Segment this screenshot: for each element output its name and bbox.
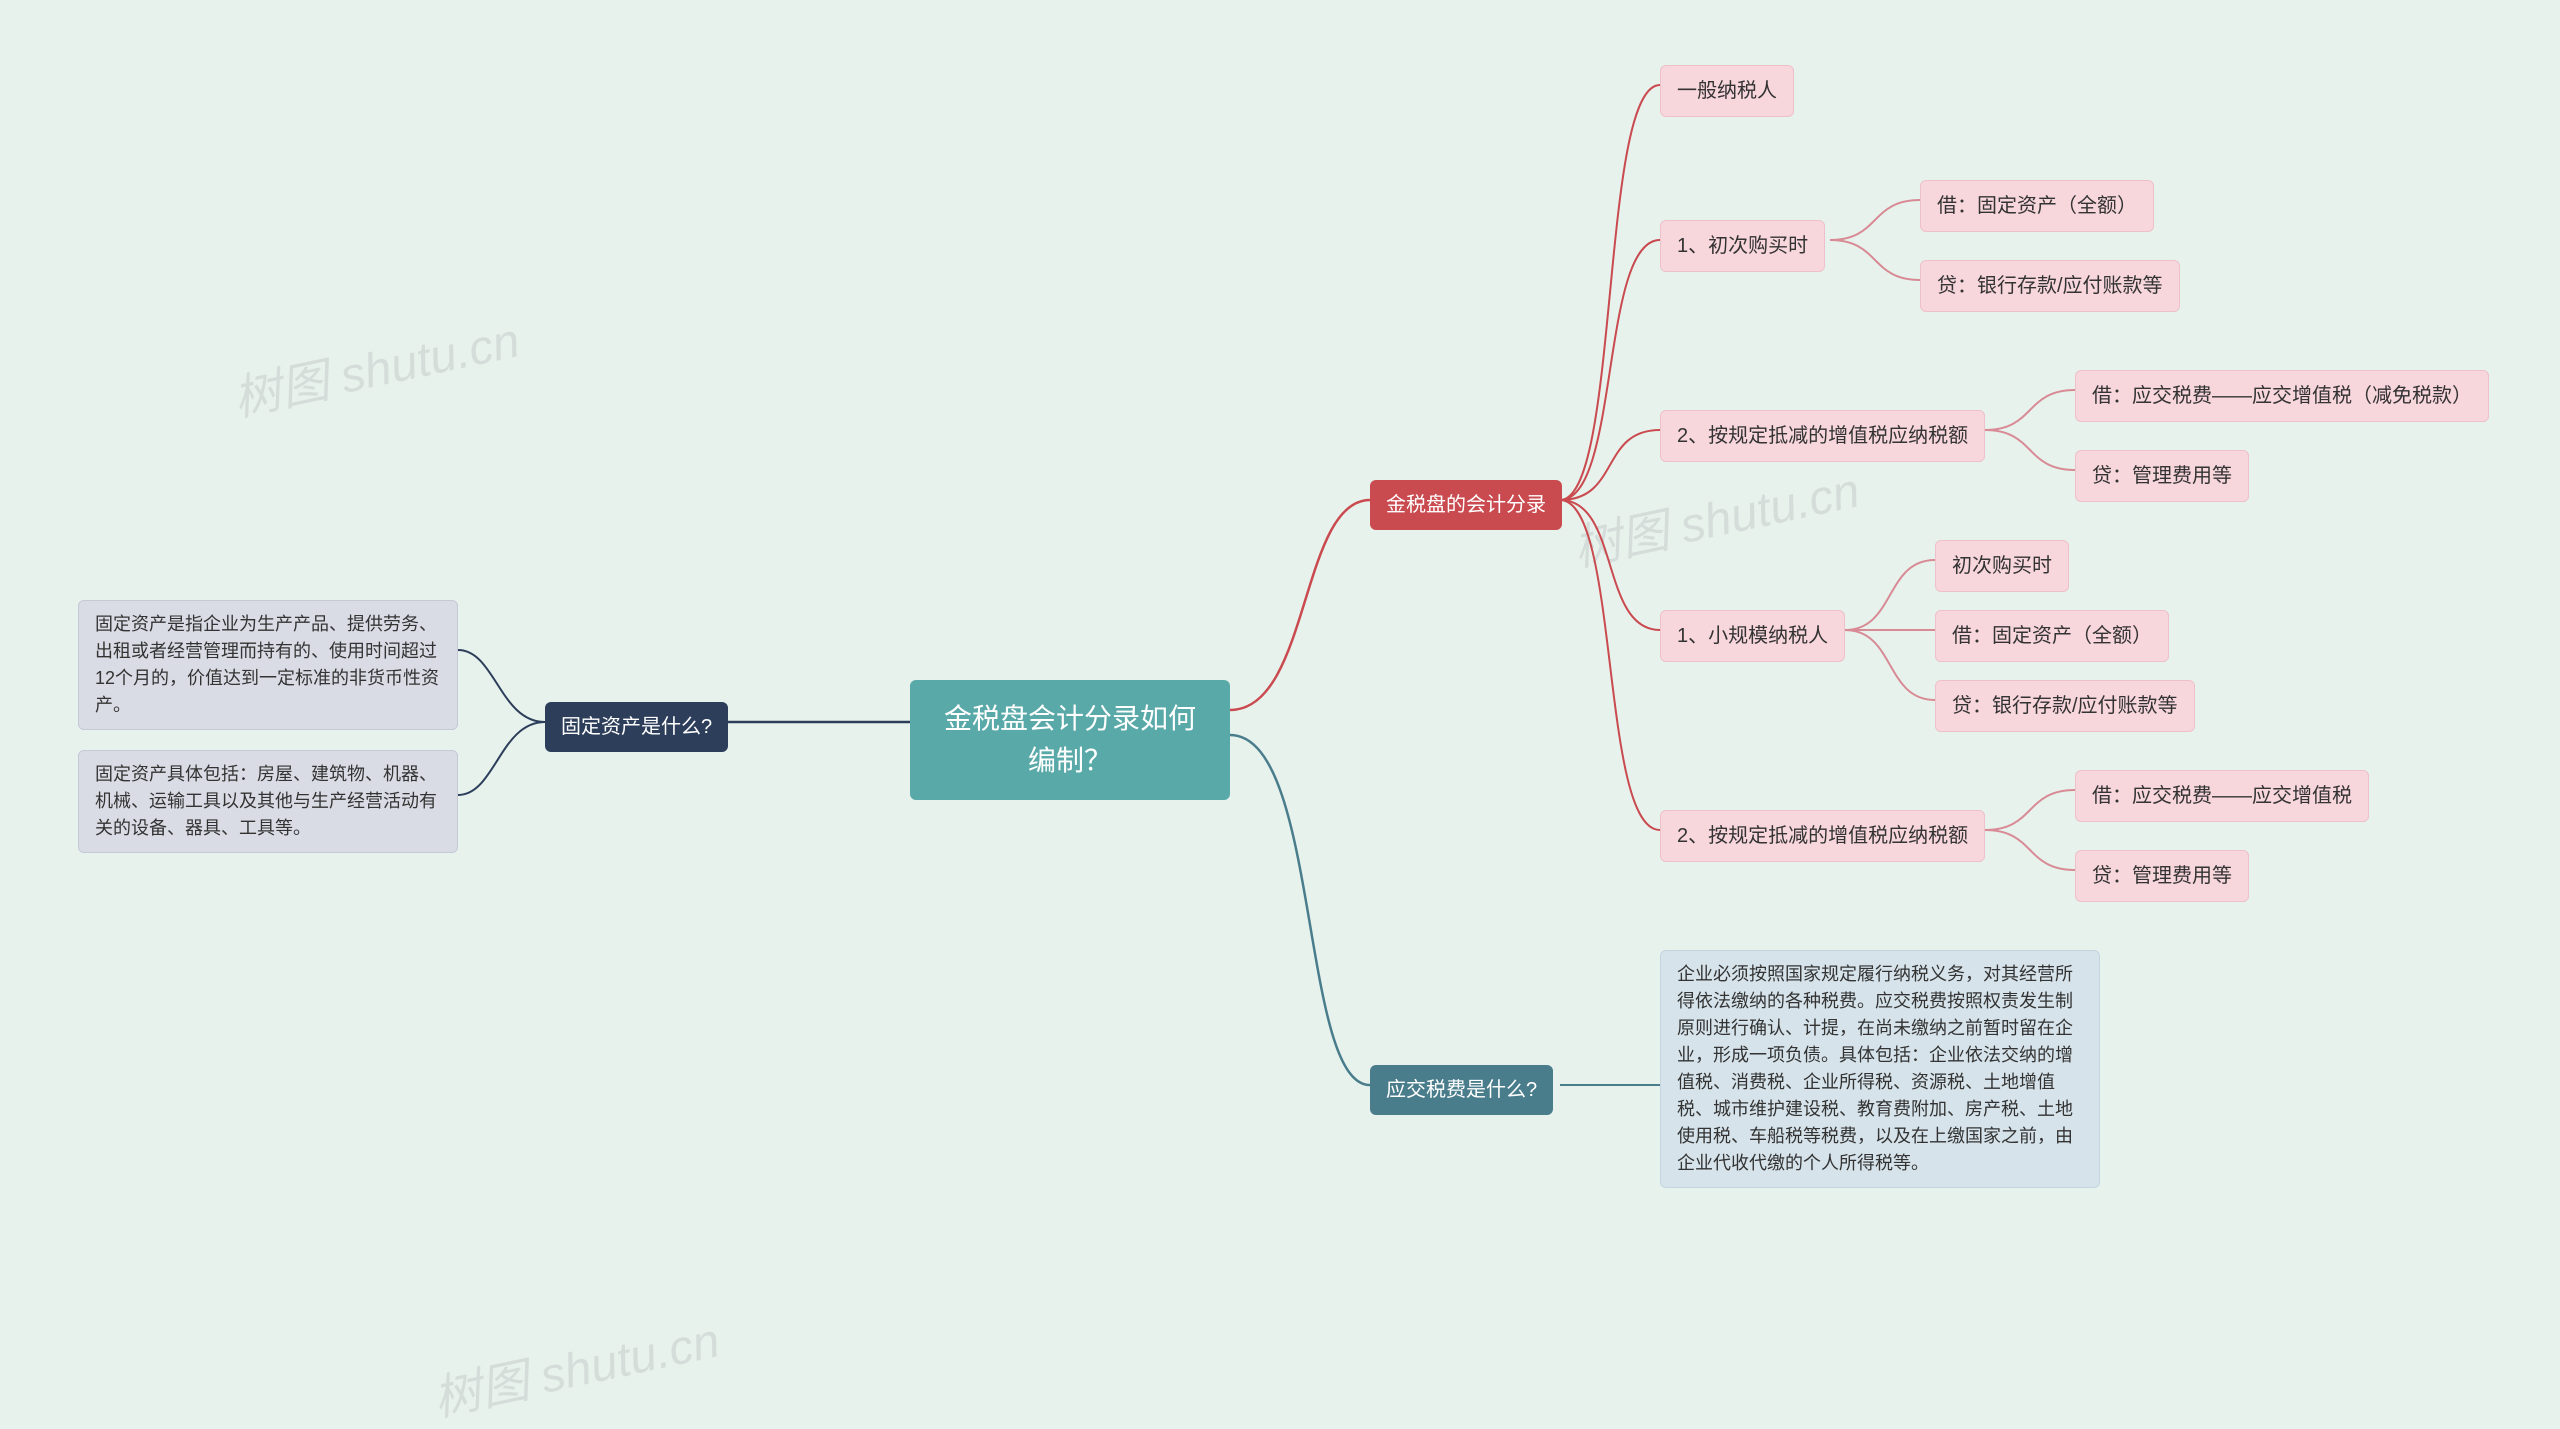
root-node: 金税盘会计分录如何编制？: [910, 680, 1230, 800]
leaf-general-taxpayer: 一般纳税人: [1660, 65, 1794, 117]
leaf-small-scale-2: 借：固定资产（全额）: [1935, 610, 2169, 662]
leaf-vat-deduct-2-credit: 贷：管理费用等: [2075, 850, 2249, 902]
leaf-small-scale-1: 初次购买时: [1935, 540, 2069, 592]
leaf-vat-deduct-1-debit: 借：应交税费——应交增值税（减免税款）: [2075, 370, 2489, 422]
leaf-first-purchase-debit: 借：固定资产（全额）: [1920, 180, 2154, 232]
watermark: 树图 shutu.cn: [226, 301, 525, 430]
branch-tax-payable: 应交税费是什么?: [1370, 1065, 1553, 1115]
leaf-small-scale-3: 贷：银行存款/应付账款等: [1935, 680, 2195, 732]
leaf-tax-payable-desc: 企业必须按照国家规定履行纳税义务，对其经营所得依法缴纳的各种税费。应交税费按照权…: [1660, 950, 2100, 1188]
leaf-vat-deduct-2: 2、按规定抵减的增值税应纳税额: [1660, 810, 1985, 862]
leaf-fixed-assets-def: 固定资产是指企业为生产产品、提供劳务、出租或者经营管理而持有的、使用时间超过12…: [78, 600, 458, 730]
watermark: 树图 shutu.cn: [1566, 451, 1865, 580]
leaf-vat-deduct-1: 2、按规定抵减的增值税应纳税额: [1660, 410, 1985, 462]
watermark: 树图 shutu.cn: [426, 1301, 725, 1429]
branch-fixed-assets: 固定资产是什么?: [545, 702, 728, 752]
branch-accounting-entries: 金税盘的会计分录: [1370, 480, 1562, 530]
leaf-vat-deduct-1-credit: 贷：管理费用等: [2075, 450, 2249, 502]
leaf-small-scale: 1、小规模纳税人: [1660, 610, 1845, 662]
leaf-first-purchase: 1、初次购买时: [1660, 220, 1825, 272]
leaf-vat-deduct-2-debit: 借：应交税费——应交增值税: [2075, 770, 2369, 822]
leaf-fixed-assets-list: 固定资产具体包括：房屋、建筑物、机器、机械、运输工具以及其他与生产经营活动有关的…: [78, 750, 458, 853]
leaf-first-purchase-credit: 贷：银行存款/应付账款等: [1920, 260, 2180, 312]
